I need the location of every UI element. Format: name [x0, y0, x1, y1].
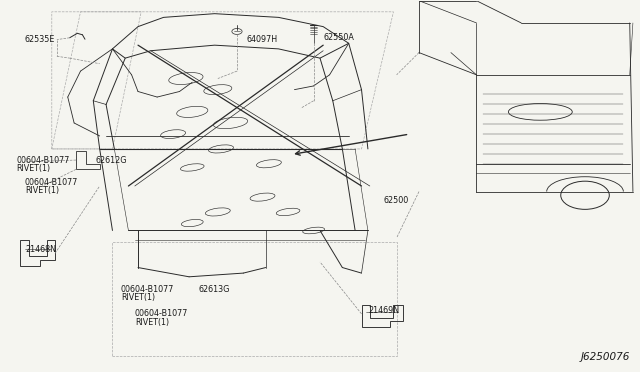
Text: RIVET(1): RIVET(1) — [25, 186, 59, 195]
Text: 00604-B1077: 00604-B1077 — [17, 155, 70, 164]
Text: J6250076: J6250076 — [580, 352, 630, 362]
Text: 00604-B1077: 00604-B1077 — [121, 285, 174, 294]
Text: RIVET(1): RIVET(1) — [135, 318, 169, 327]
Text: 62500: 62500 — [384, 196, 409, 205]
Text: 64097H: 64097H — [246, 35, 278, 44]
Text: 21469N: 21469N — [368, 306, 399, 315]
Text: 00604-B1077: 00604-B1077 — [135, 310, 188, 318]
Text: 62550A: 62550A — [323, 33, 354, 42]
Text: 00604-B1077: 00604-B1077 — [25, 178, 78, 187]
Text: 62613G: 62613G — [198, 285, 230, 294]
Text: 62535E: 62535E — [25, 35, 55, 44]
Text: 62612G: 62612G — [95, 155, 127, 164]
Text: 21468N: 21468N — [25, 244, 56, 253]
Text: RIVET(1): RIVET(1) — [121, 294, 155, 302]
Text: RIVET(1): RIVET(1) — [17, 164, 51, 173]
